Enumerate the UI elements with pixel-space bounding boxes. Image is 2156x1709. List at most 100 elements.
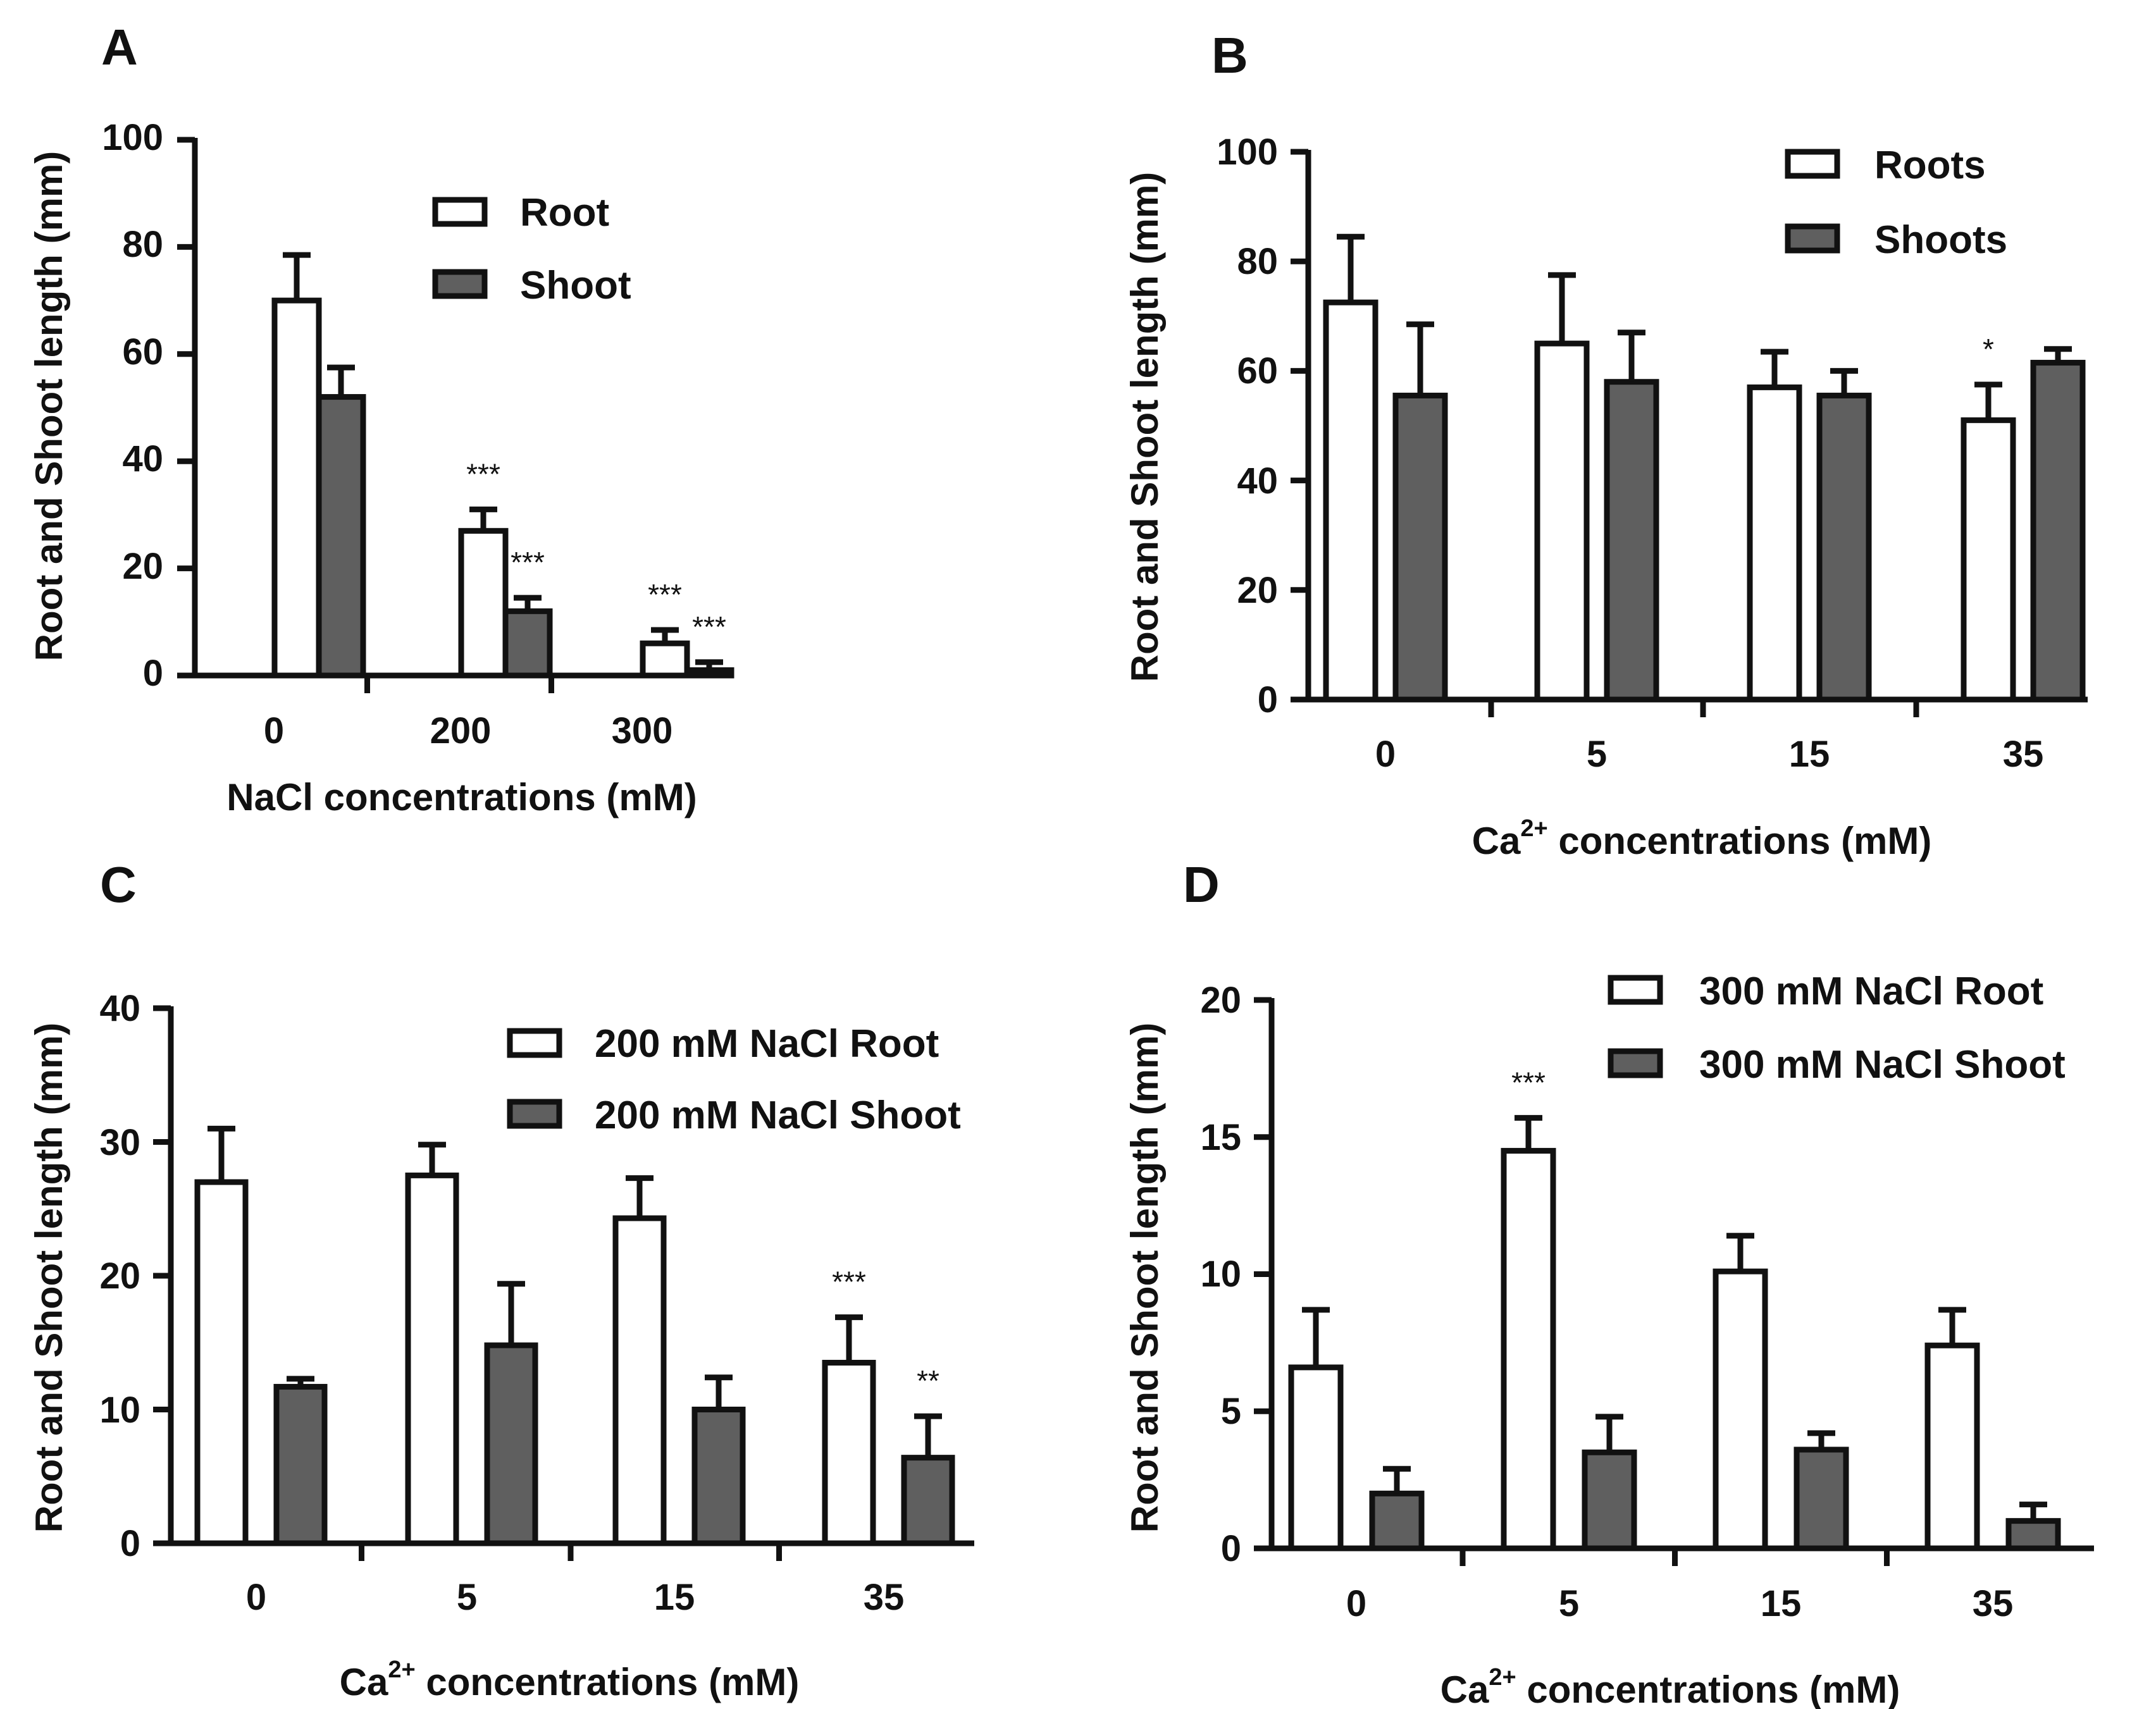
panel-b-y-tick-3: 60 bbox=[1237, 350, 1278, 392]
panel-c-x-tick-0: 0 bbox=[246, 1577, 266, 1618]
panel-c-letter: C bbox=[100, 856, 137, 913]
panel-a: A *** *** *** *** 0 200 300 0 20 40 60 80 1… bbox=[28, 19, 734, 818]
panel-d-x-tick-0: 0 bbox=[1346, 1583, 1366, 1624]
panel-b-y-tick-2: 40 bbox=[1237, 460, 1278, 502]
panel-c-x-axis-title-sup: 2+ bbox=[388, 1657, 415, 1683]
panel-d-significance-root-1: *** bbox=[1511, 1066, 1546, 1099]
panel-a-significance-root-2: *** bbox=[648, 578, 682, 611]
panel-d-bar-shoot-2 bbox=[1794, 1447, 1849, 1552]
panel-c-bar-shoot-1 bbox=[484, 1342, 538, 1546]
panel-b-x-axis-title: Ca2+ concentrations (mM) bbox=[1472, 815, 1932, 862]
panel-d-bar-shoot-3 bbox=[2005, 1518, 2061, 1552]
panel-c-x-axis-title: Ca2+ concentrations (mM) bbox=[340, 1657, 800, 1703]
panel-b-bar-root-0 bbox=[1323, 299, 1378, 703]
panel-a-bar-shoot-0 bbox=[316, 394, 366, 679]
panel-c: C ***** 0 5 15 35 0 10 20 30 40 Ca2+ con… bbox=[28, 856, 974, 1703]
panel-c-x-tick-1: 5 bbox=[457, 1577, 477, 1618]
panel-b-y-tick-5: 100 bbox=[1217, 132, 1278, 173]
panel-a-x-axis-title: NaCl concentrations (mM) bbox=[226, 776, 697, 818]
panel-b-plot: * bbox=[1291, 149, 2088, 717]
panel-d-y-tick-3: 15 bbox=[1200, 1117, 1241, 1158]
panel-d-bar-shoot-1 bbox=[1582, 1449, 1637, 1552]
panel-c-bar-shoot-2 bbox=[691, 1407, 746, 1546]
panel-a-y-tick-5: 100 bbox=[102, 117, 163, 158]
panel-c-legend-swatch-root bbox=[507, 1028, 562, 1058]
panel-b-bar-root-3 bbox=[1961, 417, 2016, 703]
panel-b-y-tick-1: 20 bbox=[1237, 570, 1278, 611]
panel-b-x-axis-title-sup: 2+ bbox=[1520, 815, 1547, 842]
panel-d-legend-swatch-root bbox=[1608, 975, 1663, 1005]
panel-c-x-axis-title-post: concentrations (mM) bbox=[416, 1661, 800, 1703]
panel-a-legend-swatch-shoot bbox=[432, 269, 488, 299]
panel-c-significance-root-3: *** bbox=[832, 1266, 866, 1299]
panel-c-x-tick-3: 35 bbox=[864, 1577, 905, 1618]
panel-d-x-tick-1: 5 bbox=[1559, 1583, 1579, 1624]
panel-b-x-tick-1: 5 bbox=[1587, 734, 1607, 775]
panel-b-bar-shoot-2 bbox=[1816, 392, 1872, 703]
panel-a-significance-shoot-1: *** bbox=[511, 546, 545, 579]
panel-a-y-tick-3: 60 bbox=[122, 331, 163, 373]
panel-c-bar-shoot-0 bbox=[273, 1384, 328, 1546]
panel-d-y-tick-2: 10 bbox=[1200, 1254, 1241, 1295]
panel-c-legend-swatch-shoot bbox=[507, 1099, 562, 1129]
panel-a-legend-label-root: Root bbox=[520, 191, 609, 235]
panel-b-y-tick-0: 0 bbox=[1258, 679, 1278, 720]
panel-d-bar-root-2 bbox=[1713, 1268, 1768, 1552]
panel-a-y-tick-0: 0 bbox=[143, 653, 163, 694]
panel-b-bar-root-2 bbox=[1747, 384, 1802, 703]
panel-d-x-axis-title-post: concentrations (mM) bbox=[1516, 1669, 1900, 1709]
panel-c-bar-root-3 bbox=[822, 1359, 876, 1546]
panel-b-y-tick-4: 80 bbox=[1237, 241, 1278, 282]
panel-b-y-axis-title: Root and Shoot length (mm) bbox=[1124, 172, 1166, 682]
panel-a-bar-shoot-1 bbox=[502, 608, 553, 679]
panel-d-x-axis-title-sup: 2+ bbox=[1489, 1664, 1516, 1691]
panel-b-bar-root-1 bbox=[1534, 340, 1590, 703]
panel-b-bar-shoot-0 bbox=[1392, 392, 1448, 703]
panel-b: B * 0 5 15 35 0 20 40 60 80 100 Ca2+ con… bbox=[1124, 27, 2088, 862]
panel-d-x-axis-title: Ca2+ concentrations (mM) bbox=[1440, 1664, 1900, 1709]
panel-b-legend-label-roots: Roots bbox=[1874, 144, 1986, 187]
panel-b-legend-swatch-shoots bbox=[1785, 223, 1840, 254]
panel-d: D *** 0 5 15 35 0 5 10 15 20 Ca2+ concen… bbox=[1124, 856, 2094, 1709]
panel-d-legend-label-shoot: 300 mM NaCl Shoot bbox=[1699, 1043, 2066, 1087]
panel-c-x-tick-2: 15 bbox=[654, 1577, 695, 1618]
panel-c-plot: ***** bbox=[153, 1005, 974, 1561]
panel-a-letter: A bbox=[101, 19, 138, 75]
panel-c-bar-root-2 bbox=[612, 1215, 667, 1546]
panel-a-bar-root-0 bbox=[271, 297, 322, 679]
panel-d-letter: D bbox=[1183, 856, 1220, 913]
panel-c-legend-label-shoot: 200 mM NaCl Shoot bbox=[595, 1094, 961, 1137]
panel-d-x-tick-2: 15 bbox=[1761, 1583, 1802, 1624]
panel-a-plot: *** *** *** *** bbox=[177, 137, 734, 693]
panel-a-bar-root-2 bbox=[640, 640, 690, 679]
panel-a-significance-root-1: *** bbox=[466, 457, 500, 490]
panel-b-x-tick-0: 0 bbox=[1375, 734, 1396, 775]
panel-b-letter: B bbox=[1211, 27, 1248, 83]
panel-b-bar-shoot-3 bbox=[2030, 359, 2086, 703]
panel-c-x-axis-title-pre: Ca bbox=[340, 1661, 388, 1703]
panel-d-y-tick-4: 20 bbox=[1200, 980, 1241, 1021]
panel-b-legend-swatch-roots bbox=[1785, 149, 1840, 179]
panel-c-bar-root-0 bbox=[194, 1179, 249, 1546]
panel-b-x-tick-3: 35 bbox=[2003, 734, 2044, 775]
panel-b-legend-label-shoots: Shoots bbox=[1874, 218, 2007, 262]
panel-a-y-tick-1: 20 bbox=[122, 546, 163, 587]
panel-b-bar-shoot-1 bbox=[1604, 379, 1659, 703]
panel-d-legend-label-root: 300 mM NaCl Root bbox=[1699, 970, 2043, 1013]
panel-c-y-tick-1: 10 bbox=[99, 1390, 140, 1431]
panel-d-bar-shoot-0 bbox=[1369, 1490, 1425, 1552]
panel-c-significance-shoot-3: ** bbox=[917, 1364, 939, 1397]
panel-d-x-tick-3: 35 bbox=[1973, 1583, 2014, 1624]
panel-b-x-axis-title-post: concentrations (mM) bbox=[1548, 820, 1932, 862]
panel-b-x-axis-title-pre: Ca bbox=[1472, 820, 1521, 862]
panel-c-y-tick-2: 20 bbox=[99, 1256, 140, 1297]
panel-c-bar-shoot-3 bbox=[901, 1455, 955, 1546]
panel-a-legend-label-shoot: Shoot bbox=[520, 264, 631, 307]
panel-b-x-tick-2: 15 bbox=[1789, 734, 1830, 775]
panel-c-y-axis-title: Root and Shoot length (mm) bbox=[28, 1023, 70, 1533]
panel-a-y-tick-4: 80 bbox=[122, 224, 163, 265]
panel-a-y-tick-2: 40 bbox=[122, 438, 163, 479]
panel-c-bar-root-1 bbox=[405, 1172, 459, 1546]
panel-a-x-tick-1: 200 bbox=[430, 710, 492, 751]
panel-d-x-axis-title-pre: Ca bbox=[1440, 1669, 1489, 1709]
